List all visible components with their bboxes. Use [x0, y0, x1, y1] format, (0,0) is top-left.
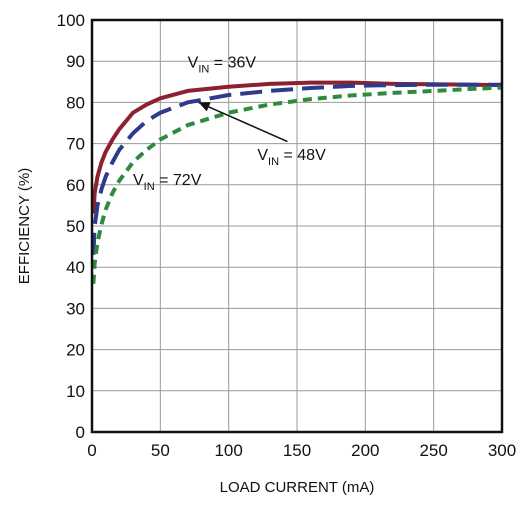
x-tick-label-50: 50	[151, 441, 170, 460]
y-tick-label-70: 70	[66, 135, 85, 154]
y-tick-label-90: 90	[66, 52, 85, 71]
y-tick-label-10: 10	[66, 382, 85, 401]
x-tick-labels: 0 50 100 150 200 250 300	[87, 441, 516, 460]
annotation-vin-72v-value: = 72V	[155, 172, 202, 189]
y-tick-label-100: 100	[57, 11, 85, 30]
x-axis-title: LOAD CURRENT (mA)	[220, 479, 375, 496]
annotation-vin-72v-v: V	[133, 172, 144, 189]
y-tick-label-20: 20	[66, 341, 85, 360]
annotation-vin-72v: VIN = 72V	[133, 172, 202, 193]
y-tick-label-0: 0	[76, 423, 85, 442]
plot-frame	[90, 18, 504, 434]
annotation-vin-48v-value: = 48V	[279, 147, 326, 164]
x-tick-label-0: 0	[87, 441, 96, 460]
x-tick-label-200: 200	[351, 441, 379, 460]
annotation-vin-36v-sub: IN	[198, 63, 209, 75]
annotation-vin-48v: VIN = 48V	[257, 147, 326, 168]
series-line-vin72	[91, 85, 503, 284]
series-line-vin36	[91, 80, 503, 214]
y-tick-label-40: 40	[66, 258, 85, 277]
x-tick-label-250: 250	[419, 441, 447, 460]
y-tick-label-30: 30	[66, 299, 85, 318]
series-lines	[91, 80, 503, 284]
x-tick-label-300: 300	[488, 441, 516, 460]
annotation-vin-48v-arrow	[198, 101, 288, 143]
annotation-vin-36v: VIN = 36V	[188, 54, 257, 75]
series-line-vin48	[91, 82, 502, 255]
y-tick-label-80: 80	[66, 93, 85, 112]
annotation-vin-36v-v: V	[188, 54, 199, 71]
x-tick-label-150: 150	[283, 441, 311, 460]
annotation-vin-36v-value: = 36V	[209, 54, 256, 71]
y-tick-label-50: 50	[66, 217, 85, 236]
y-tick-label-60: 60	[66, 176, 85, 195]
annotation-vin-48v-arrowhead	[198, 102, 211, 112]
annotation-vin-48v-v: V	[257, 147, 268, 164]
x-tick-label-100: 100	[214, 441, 242, 460]
annotation-vin-72v-sub: IN	[144, 181, 155, 193]
y-tick-labels: 0 10 20 30 40 50 60 70 80 90 100	[57, 11, 85, 442]
y-axis-title: EFFICIENCY (%)	[16, 168, 33, 284]
annotation-vin-48v-sub: IN	[268, 156, 279, 168]
